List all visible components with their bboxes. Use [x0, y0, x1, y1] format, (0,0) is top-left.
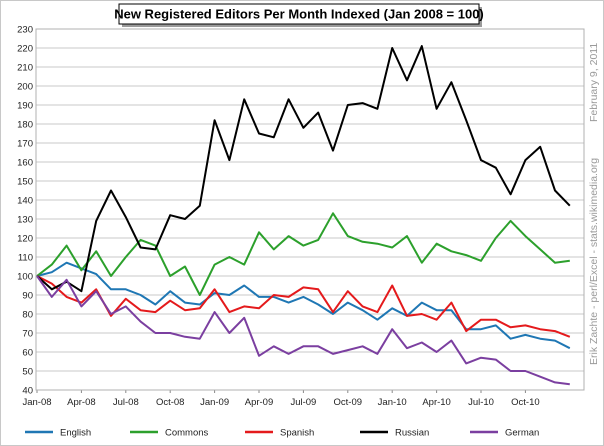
side-annotation-author: Erik Zachte - perl/Excel - stats.wikimed… — [588, 158, 600, 365]
legend-label-commons: Commons — [165, 428, 209, 439]
x-tick-label: Oct-09 — [334, 397, 363, 408]
y-tick-label: 80 — [22, 310, 33, 321]
y-tick-label: 210 — [17, 63, 33, 74]
chart-title: New Registered Editors Per Month Indexed… — [114, 7, 484, 22]
y-tick-label: 170 — [17, 139, 33, 150]
x-tick-label: Jan-09 — [200, 397, 229, 408]
x-tick-label: Apr-08 — [67, 397, 96, 408]
y-tick-label: 50 — [22, 367, 33, 378]
y-tick-label: 110 — [18, 253, 33, 264]
x-tick-label: Jan-10 — [378, 397, 407, 408]
legend-label-german: German — [505, 428, 539, 439]
y-tick-label: 40 — [22, 386, 33, 397]
x-tick-label: Apr-10 — [422, 397, 451, 408]
y-tick-label: 60 — [22, 348, 33, 359]
x-tick-label: Jul-10 — [468, 397, 494, 408]
chart-title-box: New Registered Editors Per Month Indexed… — [114, 4, 484, 27]
y-tick-label: 190 — [17, 101, 33, 112]
legend-label-english: English — [60, 428, 91, 439]
y-tick-label: 150 — [17, 177, 33, 188]
y-tick-label: 120 — [17, 234, 33, 245]
y-tick-label: 180 — [17, 120, 33, 131]
x-tick-label: Jul-08 — [113, 397, 139, 408]
y-tick-label: 140 — [17, 196, 33, 207]
x-tick-label: Oct-08 — [156, 397, 185, 408]
x-tick-label: Apr-09 — [245, 397, 274, 408]
x-tick-label: Oct-10 — [511, 397, 540, 408]
x-tick-label: Jul-09 — [290, 397, 316, 408]
y-tick-label: 70 — [22, 329, 33, 340]
y-tick-label: 220 — [17, 44, 33, 55]
y-tick-label: 230 — [17, 25, 33, 36]
y-tick-label: 130 — [17, 215, 33, 226]
y-tick-label: 160 — [17, 158, 33, 169]
y-tick-label: 200 — [17, 82, 33, 93]
x-tick-label: Jan-08 — [22, 397, 51, 408]
y-tick-label: 100 — [17, 272, 33, 283]
side-annotation-date: February 9, 2011 — [588, 43, 600, 122]
legend-label-russian: Russian — [395, 428, 429, 439]
y-tick-label: 90 — [22, 291, 33, 302]
legend-label-spanish: Spanish — [280, 428, 314, 439]
